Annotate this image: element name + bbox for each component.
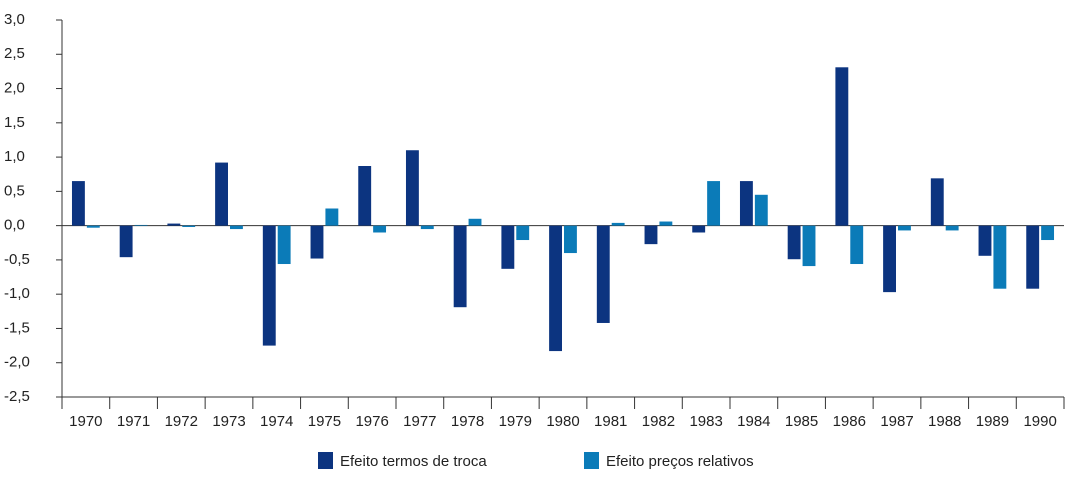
bar (564, 225, 577, 254)
bar (119, 225, 133, 258)
bar (358, 166, 372, 226)
bar (1026, 225, 1040, 289)
bar (978, 225, 992, 256)
bar (707, 181, 721, 226)
y-tick-label: -1,5 (4, 319, 30, 336)
x-tick-label: 1984 (737, 413, 770, 430)
x-tick-label: 1971 (117, 413, 150, 430)
x-tick-label: 1973 (212, 413, 245, 430)
bar (754, 194, 768, 226)
bar (739, 181, 753, 226)
bar (787, 225, 801, 260)
bar (692, 225, 706, 233)
bar (134, 224, 148, 226)
bar (611, 222, 625, 226)
bar (468, 218, 482, 226)
bar (277, 225, 291, 265)
bar (230, 225, 243, 230)
bar (802, 225, 816, 267)
x-tick-label: 1976 (355, 413, 388, 430)
bar (883, 225, 896, 293)
x-tick-label: 1989 (976, 413, 1009, 430)
bar (86, 225, 100, 228)
x-tick-label: 1982 (642, 413, 675, 430)
bar (182, 225, 196, 228)
bar (71, 181, 85, 226)
x-tick-label: 1970 (69, 413, 102, 430)
y-tick-label: 3,0 (4, 11, 25, 28)
y-tick-label: 0,0 (4, 217, 25, 234)
x-tick-label: 1975 (308, 413, 341, 430)
bar (596, 225, 610, 323)
bar (659, 221, 673, 226)
bar (325, 208, 339, 226)
y-tick-label: -0,5 (4, 251, 30, 268)
bar (930, 178, 944, 226)
bar (850, 225, 864, 265)
y-tick-label: 1,0 (4, 148, 25, 165)
x-tick-label: 1980 (546, 413, 579, 430)
x-tick-label: 1988 (928, 413, 961, 430)
legend-swatch (318, 452, 333, 469)
x-tick-label: 1987 (880, 413, 913, 430)
legend-label: Efeito preços relativos (606, 453, 754, 470)
bar (373, 225, 387, 233)
bar (644, 225, 658, 245)
bar (262, 225, 276, 346)
y-tick-label: 2,0 (4, 80, 25, 97)
x-tick-label: 1972 (165, 413, 198, 430)
bar (405, 150, 419, 226)
bar (453, 225, 467, 308)
bar (420, 225, 434, 230)
bar (516, 225, 530, 241)
bar (549, 225, 562, 352)
bar (1041, 225, 1055, 241)
x-tick-label: 1985 (785, 413, 818, 430)
bar (215, 162, 228, 226)
bar (993, 225, 1007, 289)
bar (167, 223, 181, 226)
x-tick-label: 1981 (594, 413, 627, 430)
y-tick-label: -2,0 (4, 354, 30, 371)
y-tick-label: 2,5 (4, 45, 25, 62)
y-tick-label: 1,5 (4, 114, 25, 131)
y-tick-label: -1,0 (4, 285, 30, 302)
y-tick-label: -2,5 (4, 388, 30, 405)
x-tick-label: 1986 (833, 413, 866, 430)
bar (835, 67, 849, 226)
x-tick-label: 1983 (689, 413, 722, 430)
bar (501, 225, 515, 269)
x-tick-label: 1977 (403, 413, 436, 430)
x-tick-label: 1978 (451, 413, 484, 430)
x-tick-label: 1990 (1023, 413, 1056, 430)
x-tick-label: 1974 (260, 413, 293, 430)
y-tick-label: 0,5 (4, 182, 25, 199)
bar (945, 225, 959, 231)
bar (310, 225, 324, 259)
legend-label: Efeito termos de troca (340, 453, 487, 470)
bar (898, 225, 911, 231)
x-tick-label: 1979 (499, 413, 532, 430)
legend-swatch (584, 452, 599, 469)
